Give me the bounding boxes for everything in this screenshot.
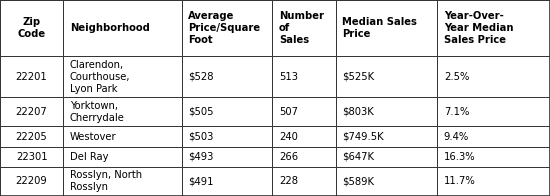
Bar xyxy=(437,56,550,97)
Text: Number
of
Sales: Number of Sales xyxy=(279,11,324,45)
Text: Westover: Westover xyxy=(70,132,117,142)
Text: 16.3%: 16.3% xyxy=(444,152,475,162)
Bar xyxy=(63,97,182,126)
Bar xyxy=(272,0,336,56)
Bar xyxy=(63,126,182,147)
Bar xyxy=(182,56,272,97)
Text: Neighborhood: Neighborhood xyxy=(70,23,150,33)
Bar xyxy=(336,126,437,147)
Text: $491: $491 xyxy=(188,176,213,186)
Text: 266: 266 xyxy=(279,152,298,162)
Text: $803K: $803K xyxy=(342,107,374,117)
Bar xyxy=(336,147,437,167)
Bar xyxy=(182,147,272,167)
Bar xyxy=(0,126,63,147)
Bar xyxy=(63,167,182,196)
Text: 240: 240 xyxy=(279,132,298,142)
Bar xyxy=(437,97,550,126)
Text: 22207: 22207 xyxy=(16,107,47,117)
Text: 22201: 22201 xyxy=(16,72,47,82)
Text: $505: $505 xyxy=(188,107,213,117)
Bar xyxy=(272,147,336,167)
Bar xyxy=(336,56,437,97)
Text: Rosslyn, North
Rosslyn: Rosslyn, North Rosslyn xyxy=(70,171,142,192)
Text: 2.5%: 2.5% xyxy=(444,72,469,82)
Bar xyxy=(63,0,182,56)
Bar xyxy=(336,97,437,126)
Text: Yorktown,
Cherrydale: Yorktown, Cherrydale xyxy=(70,101,125,123)
Bar xyxy=(272,97,336,126)
Bar xyxy=(0,97,63,126)
Text: 22209: 22209 xyxy=(16,176,47,186)
Bar xyxy=(0,167,63,196)
Text: $528: $528 xyxy=(188,72,213,82)
Bar xyxy=(0,0,63,56)
Text: 7.1%: 7.1% xyxy=(444,107,469,117)
Text: $525K: $525K xyxy=(342,72,374,82)
Text: 507: 507 xyxy=(279,107,298,117)
Bar xyxy=(336,0,437,56)
Text: 22205: 22205 xyxy=(16,132,47,142)
Text: 9.4%: 9.4% xyxy=(444,132,469,142)
Text: $503: $503 xyxy=(188,132,213,142)
Text: Zip
Code: Zip Code xyxy=(18,17,46,39)
Bar xyxy=(437,126,550,147)
Bar xyxy=(182,97,272,126)
Bar xyxy=(63,56,182,97)
Bar xyxy=(437,147,550,167)
Bar xyxy=(182,167,272,196)
Bar xyxy=(437,167,550,196)
Bar xyxy=(272,167,336,196)
Text: $647K: $647K xyxy=(342,152,374,162)
Bar xyxy=(182,126,272,147)
Text: Median Sales
Price: Median Sales Price xyxy=(342,17,417,39)
Bar xyxy=(437,0,550,56)
Text: Average
Price/Square
Foot: Average Price/Square Foot xyxy=(188,11,260,45)
Bar xyxy=(272,56,336,97)
Bar xyxy=(63,147,182,167)
Bar xyxy=(336,167,437,196)
Text: $493: $493 xyxy=(188,152,213,162)
Bar xyxy=(0,56,63,97)
Text: $749.5K: $749.5K xyxy=(342,132,384,142)
Text: Year-Over-
Year Median
Sales Price: Year-Over- Year Median Sales Price xyxy=(444,11,513,45)
Text: Clarendon,
Courthouse,
Lyon Park: Clarendon, Courthouse, Lyon Park xyxy=(70,60,130,94)
Text: 11.7%: 11.7% xyxy=(444,176,476,186)
Text: 22301: 22301 xyxy=(16,152,47,162)
Text: 513: 513 xyxy=(279,72,298,82)
Bar xyxy=(182,0,272,56)
Text: $589K: $589K xyxy=(342,176,374,186)
Text: Del Ray: Del Ray xyxy=(70,152,108,162)
Text: 228: 228 xyxy=(279,176,298,186)
Bar xyxy=(272,126,336,147)
Bar xyxy=(0,147,63,167)
